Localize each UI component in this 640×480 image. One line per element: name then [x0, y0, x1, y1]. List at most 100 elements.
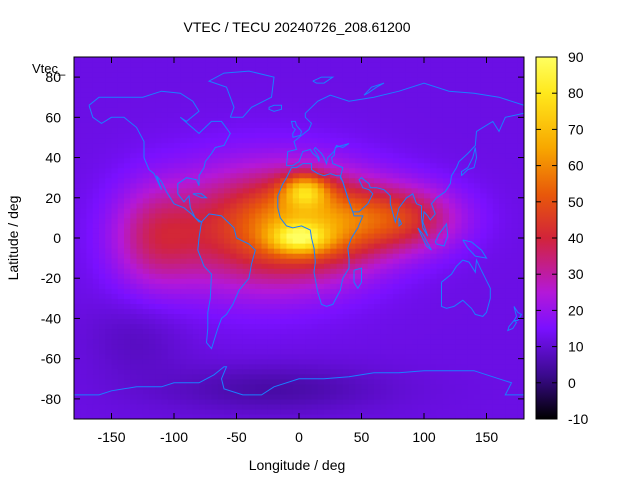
- heatmap-cell: [155, 353, 163, 360]
- heatmap-cell: [380, 77, 388, 83]
- heatmap-cell: [142, 122, 150, 128]
- heatmap-cell: [467, 278, 475, 284]
- heatmap-cell: [136, 268, 144, 274]
- heatmap-cell: [292, 167, 300, 174]
- heatmap-cell: [267, 408, 275, 415]
- heatmap-cell: [430, 298, 438, 304]
- heatmap-cell: [230, 77, 238, 83]
- heatmap-cell: [499, 227, 506, 234]
- heatmap-cell: [455, 182, 463, 189]
- heatmap-cell: [167, 117, 175, 123]
- heatmap-cell: [311, 378, 319, 385]
- heatmap-cell: [411, 147, 419, 154]
- heatmap-cell: [449, 207, 456, 214]
- heatmap-cell: [436, 283, 444, 289]
- heatmap-cell: [167, 368, 175, 375]
- heatmap-cell: [99, 77, 106, 83]
- heatmap-cell: [361, 122, 369, 128]
- heatmap-cell: [199, 202, 206, 209]
- heatmap-cell: [399, 378, 406, 385]
- heatmap-cell: [430, 202, 438, 209]
- heatmap-cell: [449, 238, 456, 244]
- heatmap-cell: [305, 182, 313, 189]
- heatmap-cell: [299, 393, 306, 400]
- heatmap-cell: [249, 338, 256, 345]
- heatmap-cell: [217, 167, 225, 174]
- heatmap-cell: [324, 238, 331, 244]
- heatmap-cell: [124, 383, 131, 390]
- heatmap-cell: [255, 137, 263, 144]
- heatmap-cell: [449, 318, 456, 325]
- heatmap-cell: [174, 97, 181, 103]
- heatmap-cell: [255, 92, 263, 98]
- heatmap-cell: [261, 333, 269, 340]
- heatmap-cell: [374, 137, 381, 144]
- heatmap-cell: [230, 167, 238, 174]
- heatmap-cell: [424, 222, 431, 229]
- heatmap-cell: [155, 92, 163, 98]
- heatmap-cell: [217, 192, 225, 199]
- heatmap-cell: [461, 253, 469, 259]
- heatmap-cell: [349, 192, 356, 199]
- heatmap-cell: [474, 82, 481, 88]
- heatmap-cell: [224, 398, 231, 405]
- heatmap-cell: [124, 333, 131, 340]
- heatmap-cell: [130, 408, 138, 415]
- heatmap-cell: [449, 368, 456, 375]
- heatmap-cell: [317, 258, 325, 264]
- heatmap-cell: [211, 192, 219, 199]
- heatmap-cell: [299, 358, 306, 365]
- heatmap-cell: [299, 172, 306, 179]
- heatmap-cell: [99, 318, 106, 325]
- heatmap-cell: [261, 308, 269, 315]
- heatmap-cell: [330, 308, 338, 315]
- heatmap-cell: [217, 112, 225, 118]
- heatmap-cell: [211, 217, 219, 224]
- heatmap-cell: [136, 77, 144, 83]
- heatmap-cell: [424, 207, 431, 214]
- heatmap-cell: [255, 117, 263, 123]
- heatmap-cell: [505, 217, 513, 224]
- heatmap-cell: [461, 293, 469, 299]
- heatmap-cell: [211, 232, 219, 239]
- heatmap-cell: [242, 232, 250, 239]
- heatmap-cell: [192, 403, 200, 410]
- heatmap-cell: [311, 313, 319, 320]
- heatmap-cell: [249, 197, 256, 204]
- heatmap-cell: [511, 97, 519, 103]
- heatmap-cell: [99, 72, 106, 78]
- heatmap-cell: [280, 378, 288, 385]
- heatmap-cell: [130, 127, 138, 134]
- heatmap-cell: [267, 398, 275, 405]
- heatmap-cell: [511, 413, 519, 419]
- heatmap-cell: [149, 288, 156, 294]
- heatmap-cell: [436, 152, 444, 159]
- heatmap-cell: [130, 212, 138, 219]
- heatmap-cell: [305, 363, 313, 370]
- heatmap-cell: [361, 298, 369, 304]
- heatmap-cell: [74, 318, 81, 325]
- heatmap-cell: [205, 348, 213, 355]
- heatmap-cell: [411, 263, 419, 269]
- heatmap-cell: [455, 127, 463, 134]
- heatmap-cell: [167, 162, 175, 169]
- heatmap-cell: [330, 388, 338, 395]
- heatmap-cell: [242, 288, 250, 294]
- heatmap-cell: [367, 383, 375, 390]
- heatmap-cell: [199, 152, 206, 159]
- heatmap-cell: [286, 222, 294, 229]
- heatmap-cell: [92, 303, 100, 309]
- heatmap-cell: [192, 167, 200, 174]
- heatmap-cell: [224, 348, 231, 355]
- heatmap-cell: [442, 398, 450, 405]
- heatmap-cell: [292, 363, 300, 370]
- heatmap-cell: [305, 77, 313, 83]
- heatmap-cell: [424, 152, 431, 159]
- heatmap-cell: [330, 313, 338, 320]
- heatmap-cell: [167, 308, 175, 315]
- heatmap-cell: [342, 222, 350, 229]
- heatmap-cell: [136, 303, 144, 309]
- heatmap-cell: [130, 157, 138, 164]
- heatmap-cell: [117, 353, 125, 360]
- heatmap-cell: [161, 227, 169, 234]
